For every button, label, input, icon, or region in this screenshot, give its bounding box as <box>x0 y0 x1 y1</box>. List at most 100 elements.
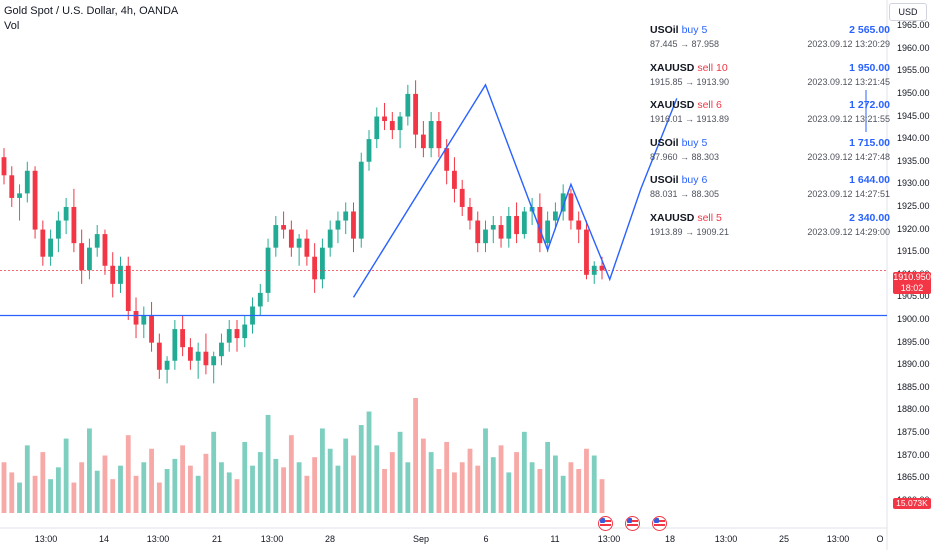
volume-bar <box>288 435 294 513</box>
candle-body <box>351 211 356 239</box>
candle-body <box>366 139 372 162</box>
candle-body <box>195 351 201 361</box>
candle-body <box>234 329 240 339</box>
candle-body <box>514 216 519 235</box>
price-tick-label: 1940.00 <box>897 133 930 144</box>
volume-bar <box>172 458 178 513</box>
candle-body <box>79 243 85 271</box>
candle-body <box>358 161 364 239</box>
candle-body <box>94 234 100 248</box>
trade-prices: 87.445 → 87.958 <box>650 39 720 49</box>
time-tick-label: 14 <box>98 534 110 544</box>
currency-button[interactable]: USD <box>889 3 927 21</box>
candle-body <box>219 342 224 357</box>
time-tick-label: 13:00 <box>260 534 284 544</box>
trade-item[interactable]: USOil buy 5 2 565.00 87.445 → 87.958 2023… <box>650 24 894 62</box>
trade-symbol: USOil buy 6 <box>650 174 708 186</box>
candle-body <box>71 206 77 244</box>
volume-bar <box>141 462 147 513</box>
volume-bar <box>219 462 224 513</box>
volume-bar <box>48 479 54 513</box>
price-tick-label: 1885.00 <box>897 381 930 392</box>
volume-bar <box>180 445 186 513</box>
trade-item[interactable]: USOil buy 6 1 644.00 88.031 → 88.305 2023… <box>650 174 894 212</box>
candle-body <box>475 220 481 244</box>
candle-body <box>483 229 488 244</box>
candle-body <box>389 121 395 131</box>
volume-bar <box>195 475 201 513</box>
volume-bar <box>591 455 597 513</box>
trade-time: 2023.09.12 14:29:00 <box>807 226 890 237</box>
candle-body <box>172 329 178 361</box>
chart-header: Gold Spot / U.S. Dollar, 4h, OANDA Vol <box>4 4 178 34</box>
time-tick-label: 28 <box>324 534 336 544</box>
trade-item[interactable]: XAUUSD sell 10 1 950.00 1915.85 → 1913.90… <box>650 62 894 100</box>
us-flag-event-icon[interactable] <box>652 516 667 531</box>
volume-bar <box>537 469 543 513</box>
volume-bar <box>118 465 123 513</box>
volume-bar <box>560 475 566 513</box>
time-tick-label: 13:00 <box>146 534 170 544</box>
candle-body <box>327 229 333 248</box>
trade-item[interactable]: XAUUSD sell 6 1 272.00 1916.01 → 1913.89 … <box>650 99 894 137</box>
trade-symbol: USOil buy 5 <box>650 136 708 149</box>
trade-item[interactable]: XAUUSD sell 5 2 340.00 1913.89 → 1909.21 … <box>650 212 894 250</box>
candle-body <box>545 220 551 244</box>
volume-bar <box>490 457 496 513</box>
candle-body <box>335 220 341 230</box>
candle-body <box>63 206 69 221</box>
candle-body <box>568 193 574 221</box>
volume-bar <box>521 431 527 513</box>
us-flag-event-icon[interactable] <box>598 516 613 531</box>
candle-body <box>226 329 232 343</box>
time-tick-label: 13:00 <box>826 534 850 544</box>
trade-amount: 1 715.00 <box>849 136 890 149</box>
current-price-tag: 1910.950 18:02 <box>893 272 931 294</box>
volume-bar <box>327 448 333 513</box>
trade-prices: 1915.85 → 1913.90 <box>650 76 730 87</box>
volume-bar <box>599 479 605 513</box>
volume-bar <box>506 472 512 513</box>
volume-bar <box>110 479 116 513</box>
volume-value-tag: 15.073K <box>893 498 931 509</box>
volume-bar <box>343 438 349 513</box>
volume-bar <box>133 475 139 513</box>
volume-bar <box>55 467 61 513</box>
volume-bar <box>242 441 248 513</box>
candle-body <box>17 193 22 198</box>
candle-body <box>599 265 605 271</box>
volume-bar <box>467 448 473 513</box>
volume-bar <box>428 452 434 513</box>
candle-body <box>312 256 318 280</box>
price-tick-label: 1905.00 <box>897 291 930 302</box>
volume-bar <box>498 445 504 513</box>
trade-time: 2023.09.12 13:21:55 <box>807 114 890 124</box>
candle-body <box>211 356 217 366</box>
trade-item[interactable]: USOil buy 5 1 715.00 87.960 → 88.303 2023… <box>650 137 894 175</box>
trade-time: 2023.09.12 14:27:48 <box>807 151 890 162</box>
trade-action: buy 5 <box>681 136 708 149</box>
volume-bar <box>71 482 77 513</box>
price-tick-label: 1950.00 <box>897 87 930 98</box>
volume-bar <box>452 472 457 513</box>
volume-bar <box>312 457 318 513</box>
trade-action: buy 5 <box>681 24 708 36</box>
volume-bar <box>296 462 302 513</box>
volume-bar <box>9 472 15 513</box>
price-tick-label: 1965.00 <box>897 20 930 31</box>
us-flag-event-icon[interactable] <box>625 516 640 531</box>
candle-body <box>560 193 566 212</box>
pattern-drawing[interactable] <box>352 83 678 298</box>
candle-body <box>257 292 263 307</box>
volume-bar <box>405 462 411 513</box>
trade-amount: 1 272.00 <box>849 99 890 111</box>
candle-body <box>343 211 349 221</box>
volume-indicator-label[interactable]: Vol <box>4 20 20 32</box>
symbol-title[interactable]: Gold Spot / U.S. Dollar, 4h, OANDA <box>4 5 179 17</box>
candle-body <box>141 315 147 325</box>
candle-body <box>110 265 116 284</box>
trade-action: sell 10 <box>697 61 728 74</box>
volume-bar <box>1 462 7 513</box>
volume-bar <box>257 452 263 513</box>
